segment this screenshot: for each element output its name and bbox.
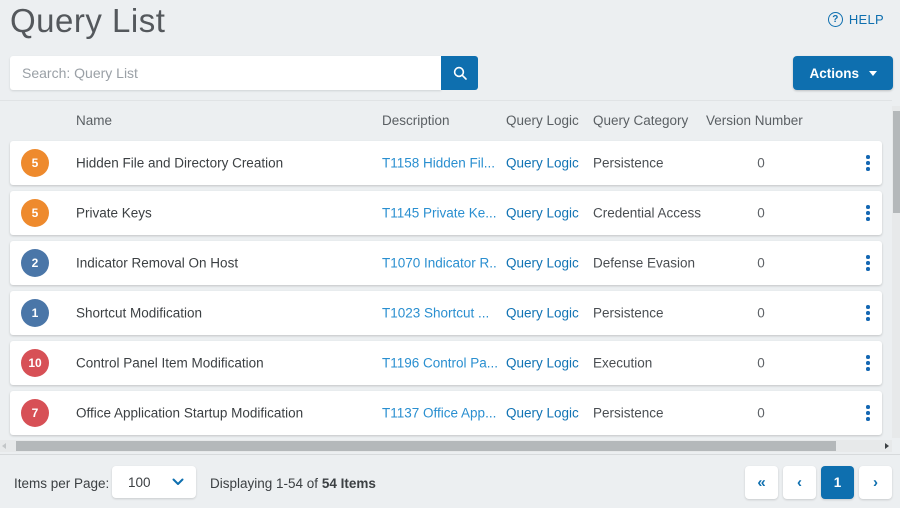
query-logic-link[interactable]: Query Logic [506, 156, 579, 171]
query-name: Control Panel Item Modification [76, 356, 264, 371]
description-link[interactable]: T1158 Hidden Fil... [382, 156, 498, 171]
count-badge: 7 [21, 399, 49, 427]
column-header-version-number[interactable]: Version Number [706, 113, 803, 128]
query-category: Persistence [593, 156, 664, 171]
column-header-description[interactable]: Description [382, 113, 450, 128]
version-number: 0 [706, 256, 816, 271]
actions-button[interactable]: Actions [793, 56, 893, 90]
search-button[interactable] [441, 56, 478, 90]
search-icon [452, 65, 468, 81]
table-header-row: Name Description Query Logic Query Categ… [0, 100, 892, 140]
query-category: Persistence [593, 406, 664, 421]
help-link[interactable]: ? HELP [828, 12, 884, 27]
page-number-button[interactable]: 1 [821, 466, 854, 499]
chevron-down-icon [172, 478, 184, 486]
row-menu-kebab-icon[interactable] [858, 153, 878, 173]
items-per-page-label: Items per Page: [14, 476, 109, 491]
query-logic-link[interactable]: Query Logic [506, 206, 579, 221]
scroll-right-arrow-icon[interactable] [885, 443, 889, 449]
items-per-page-value: 100 [128, 475, 151, 490]
query-category: Execution [593, 356, 652, 371]
count-badge: 10 [21, 349, 49, 377]
table-row[interactable]: 1 Shortcut Modification T1023 Shortcut .… [10, 291, 882, 335]
search-input[interactable] [10, 56, 441, 90]
prev-page-button[interactable]: ‹ [783, 466, 816, 499]
page-title: Query List [10, 2, 165, 40]
first-page-button[interactable]: « [745, 466, 778, 499]
displaying-count-text: Displaying 1-54 of 54 Items [210, 476, 376, 491]
row-menu-kebab-icon[interactable] [858, 303, 878, 323]
table-row[interactable]: 7 Office Application Startup Modificatio… [10, 391, 882, 435]
count-badge: 5 [21, 199, 49, 227]
items-per-page-select[interactable]: 100 [112, 466, 196, 498]
description-link[interactable]: T1023 Shortcut ... [382, 306, 498, 321]
row-menu-kebab-icon[interactable] [858, 203, 878, 223]
version-number: 0 [706, 356, 816, 371]
column-header-name[interactable]: Name [76, 113, 112, 128]
version-number: 0 [706, 406, 816, 421]
horizontal-scrollbar[interactable] [0, 440, 892, 452]
query-name: Hidden File and Directory Creation [76, 156, 283, 171]
description-link[interactable]: T1196 Control Pa... [382, 356, 498, 371]
displaying-total: 54 Items [322, 476, 376, 491]
description-link[interactable]: T1070 Indicator R... [382, 256, 498, 271]
vertical-scrollbar[interactable] [892, 106, 900, 438]
pagination-controls: « ‹ 1 › [745, 466, 892, 499]
query-list-page: Query List ? HELP Actions Name Descripti… [0, 0, 900, 508]
displaying-prefix: Displaying 1-54 of [210, 476, 322, 491]
row-menu-kebab-icon[interactable] [858, 403, 878, 423]
query-category: Persistence [593, 306, 664, 321]
table-row[interactable]: 10 Control Panel Item Modification T1196… [10, 341, 882, 385]
horizontal-scrollbar-thumb[interactable] [16, 441, 836, 451]
query-name: Private Keys [76, 206, 152, 221]
query-logic-link[interactable]: Query Logic [506, 406, 579, 421]
version-number: 0 [706, 156, 816, 171]
count-badge: 5 [21, 149, 49, 177]
description-link[interactable]: T1145 Private Ke... [382, 206, 498, 221]
query-category: Defense Evasion [593, 256, 695, 271]
query-name: Shortcut Modification [76, 306, 202, 321]
query-table-body: 5 Hidden File and Directory Creation T11… [10, 141, 882, 441]
pagination-footer: Items per Page: 100 Displaying 1-54 of 5… [0, 454, 900, 508]
row-menu-kebab-icon[interactable] [858, 253, 878, 273]
query-logic-link[interactable]: Query Logic [506, 306, 579, 321]
query-name: Office Application Startup Modification [76, 406, 303, 421]
count-badge: 1 [21, 299, 49, 327]
table-row[interactable]: 2 Indicator Removal On Host T1070 Indica… [10, 241, 882, 285]
table-row[interactable]: 5 Private Keys T1145 Private Ke... Query… [10, 191, 882, 235]
query-logic-link[interactable]: Query Logic [506, 356, 579, 371]
search-bar [10, 56, 478, 90]
query-name: Indicator Removal On Host [76, 256, 238, 271]
query-logic-link[interactable]: Query Logic [506, 256, 579, 271]
actions-button-label: Actions [809, 66, 859, 81]
query-category: Credential Access [593, 206, 701, 221]
description-link[interactable]: T1137 Office App... [382, 406, 498, 421]
help-link-label: HELP [849, 12, 884, 27]
table-row[interactable]: 5 Hidden File and Directory Creation T11… [10, 141, 882, 185]
count-badge: 2 [21, 249, 49, 277]
vertical-scrollbar-thumb[interactable] [893, 111, 900, 213]
help-question-icon: ? [828, 12, 843, 27]
caret-down-icon [869, 71, 877, 76]
scroll-left-arrow-icon[interactable] [2, 443, 6, 449]
next-page-button[interactable]: › [859, 466, 892, 499]
column-header-query-logic[interactable]: Query Logic [506, 113, 579, 128]
row-menu-kebab-icon[interactable] [858, 353, 878, 373]
column-header-query-category[interactable]: Query Category [593, 113, 688, 128]
version-number: 0 [706, 206, 816, 221]
version-number: 0 [706, 306, 816, 321]
